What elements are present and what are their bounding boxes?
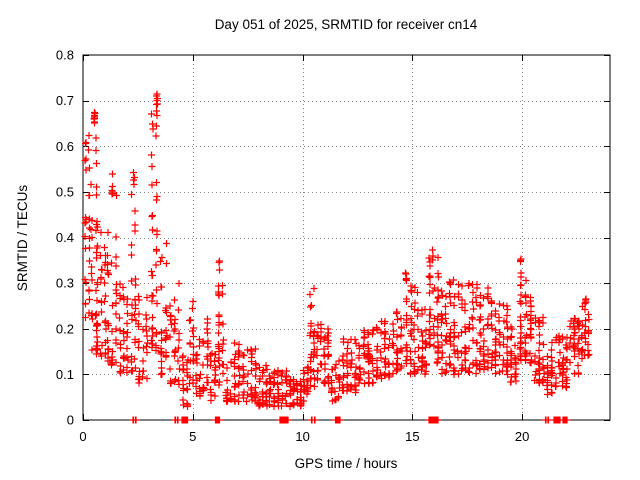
y-tick-labels: 0 0.1 0.2 0.3 0.4 0.5 0.6 0.7 0.8	[56, 48, 74, 428]
y-tick-label: 0.3	[56, 276, 74, 291]
x-tick-label: 10	[295, 429, 309, 444]
x-tick-label: 5	[189, 429, 196, 444]
x-tick-label: 20	[515, 429, 529, 444]
chart-title: Day 051 of 2025, SRMTID for receiver cn1…	[215, 17, 478, 32]
x-tick-label: 0	[79, 429, 86, 444]
y-axis-label: SRMTID / TECUs	[15, 185, 30, 292]
y-tick-label: 0.7	[56, 93, 74, 108]
scatter-points	[81, 90, 593, 424]
x-tick-label: 15	[405, 429, 419, 444]
y-tick-label: 0.5	[56, 184, 74, 199]
x-axis-label: GPS time / hours	[295, 456, 398, 471]
gridlines	[84, 56, 609, 419]
y-tick-label: 0.8	[56, 48, 74, 63]
plot-border	[82, 54, 611, 421]
y-tick-label: 0.2	[56, 321, 74, 336]
y-tick-label: 0.6	[56, 139, 74, 154]
y-tick-label: 0.1	[56, 367, 74, 382]
x-tick-labels: 0 5 10 15 20	[79, 429, 529, 444]
y-tick-label: 0.4	[56, 230, 74, 245]
y-tick-label: 0	[67, 413, 74, 428]
